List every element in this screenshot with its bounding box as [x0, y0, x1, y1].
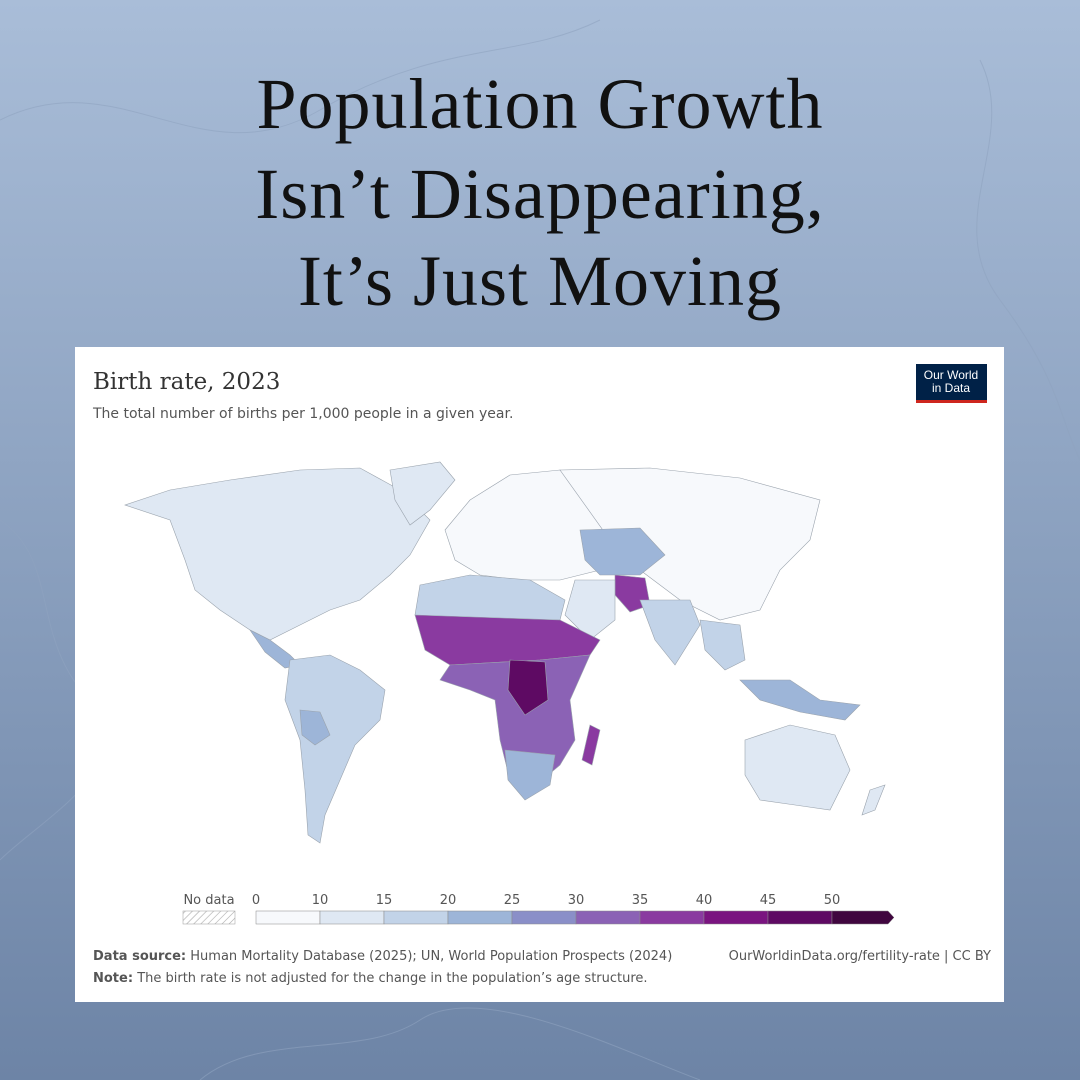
legend-tick-label: 30 — [568, 893, 585, 908]
legend-swatch — [255, 910, 321, 925]
headline: It’s Just Moving — [298, 241, 782, 321]
legend-tick-label: 20 — [440, 893, 457, 908]
no-data-label: No data — [183, 893, 234, 908]
note: Note: The birth rate is not adjusted for… — [93, 971, 648, 986]
headline: Population Growth — [257, 64, 824, 144]
logo-text: Our World — [924, 368, 978, 382]
middle-east — [564, 579, 616, 641]
drc-chad — [507, 659, 549, 716]
bolivia — [299, 709, 331, 746]
legend-swatch — [831, 910, 895, 925]
legend-swatch — [767, 910, 833, 925]
legend-swatch — [511, 910, 577, 925]
indonesia — [739, 679, 861, 721]
logo-text: in Data — [932, 381, 970, 395]
chart-subtitle: The total number of births per 1,000 peo… — [92, 406, 513, 422]
southeast-asia — [699, 619, 746, 671]
legend-swatch — [639, 910, 705, 925]
source-label: Data source: — [93, 949, 186, 964]
logo — [916, 364, 987, 403]
legend-tick-label: 15 — [376, 893, 393, 908]
legend-tick-label: 25 — [504, 893, 521, 908]
note-label: Note: — [93, 971, 133, 986]
south-america — [284, 654, 386, 844]
source: Data source: Human Mortality Database (2… — [93, 949, 672, 964]
legend-swatch — [319, 910, 385, 925]
legend-tick-label: 50 — [824, 893, 841, 908]
legend-tick-label: 10 — [312, 893, 329, 908]
note-text: The birth rate is not adjusted for the c… — [136, 971, 647, 986]
australia — [744, 724, 851, 811]
chart-title: Birth rate, 2023 — [93, 369, 280, 395]
legend-tick-label: 35 — [632, 893, 649, 908]
madagascar — [581, 724, 601, 766]
source-link: OurWorldinData.org/fertility-rate | CC B… — [729, 949, 991, 964]
north-america — [124, 467, 431, 641]
new-zealand — [861, 784, 886, 816]
legend-tick-label: 40 — [696, 893, 713, 908]
logo-bar — [916, 400, 987, 403]
india — [639, 599, 701, 666]
greenland — [389, 461, 456, 526]
southern-africa — [504, 749, 556, 801]
no-data-swatch — [182, 910, 236, 925]
source-text: Human Mortality Database (2025); UN, Wor… — [190, 949, 672, 964]
central-asia — [579, 527, 666, 576]
legend-swatch — [383, 910, 449, 925]
legend-swatch — [703, 910, 769, 925]
world-map — [124, 461, 886, 844]
legend-swatch — [575, 910, 641, 925]
headline: Isn’t Disappearing, — [255, 154, 825, 234]
legend: No data 0 10 15 20 25 30 35 40 45 50 — [182, 893, 895, 925]
legend-swatch — [447, 910, 513, 925]
legend-tick-label: 45 — [760, 893, 777, 908]
legend-tick-label: 0 — [252, 893, 260, 908]
